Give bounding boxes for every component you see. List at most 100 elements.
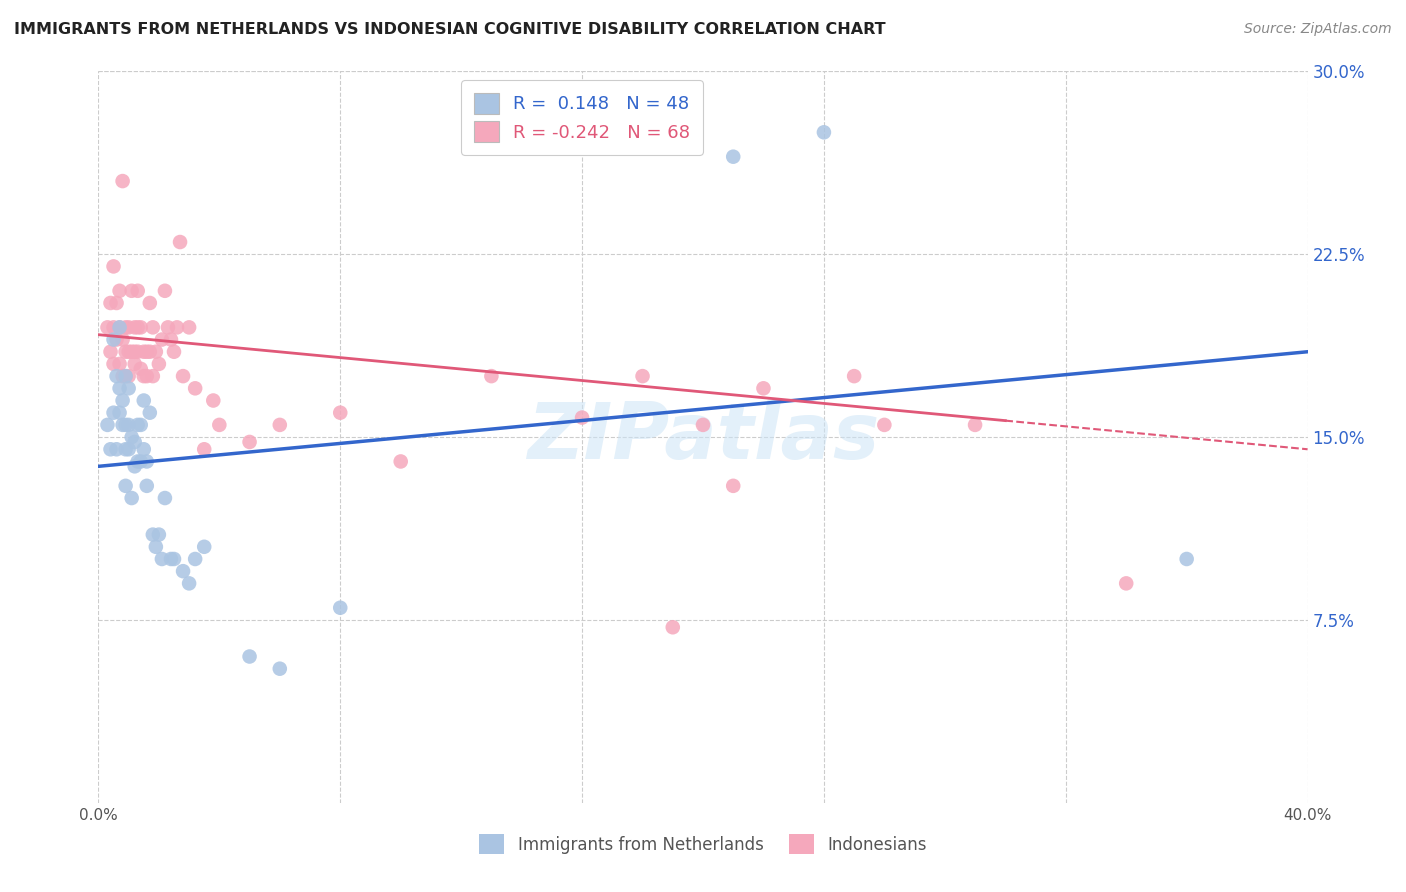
Point xyxy=(166,320,188,334)
Point xyxy=(118,344,141,359)
Point xyxy=(111,174,134,188)
Point xyxy=(142,527,165,541)
Point xyxy=(813,125,835,139)
Point xyxy=(631,369,654,384)
Point xyxy=(108,284,131,298)
Point xyxy=(100,442,122,457)
Point xyxy=(105,333,128,347)
Point xyxy=(103,320,125,334)
Point xyxy=(124,344,146,359)
Point xyxy=(160,333,183,347)
Text: ZIPatlas: ZIPatlas xyxy=(527,399,879,475)
Point xyxy=(118,369,141,384)
Point xyxy=(148,527,170,541)
Text: IMMIGRANTS FROM NETHERLANDS VS INDONESIAN COGNITIVE DISABILITY CORRELATION CHART: IMMIGRANTS FROM NETHERLANDS VS INDONESIA… xyxy=(14,22,886,37)
Point xyxy=(124,320,146,334)
Point xyxy=(100,344,122,359)
Point xyxy=(127,284,149,298)
Point xyxy=(965,417,987,432)
Point xyxy=(118,417,141,432)
Point xyxy=(193,442,215,457)
Point xyxy=(132,442,155,457)
Point xyxy=(118,320,141,334)
Point xyxy=(129,320,152,334)
Point xyxy=(135,369,157,384)
Point xyxy=(844,369,866,384)
Point xyxy=(121,430,143,444)
Point xyxy=(193,540,215,554)
Point xyxy=(103,260,125,274)
Point xyxy=(132,344,155,359)
Point xyxy=(121,491,143,505)
Point xyxy=(139,406,162,420)
Point xyxy=(114,320,136,334)
Point xyxy=(752,381,775,395)
Point xyxy=(723,479,745,493)
Point xyxy=(179,576,201,591)
Point xyxy=(121,284,143,298)
Point xyxy=(873,417,896,432)
Point xyxy=(139,296,162,310)
Point xyxy=(103,357,125,371)
Point xyxy=(108,406,131,420)
Point xyxy=(1175,552,1198,566)
Point xyxy=(129,417,152,432)
Point xyxy=(184,552,207,566)
Point xyxy=(111,369,134,384)
Point xyxy=(179,320,201,334)
Point xyxy=(105,296,128,310)
Point xyxy=(132,369,155,384)
Point xyxy=(239,434,262,449)
Point xyxy=(169,235,191,249)
Point xyxy=(269,662,291,676)
Point xyxy=(114,369,136,384)
Point xyxy=(129,454,152,468)
Point xyxy=(114,344,136,359)
Point xyxy=(145,540,167,554)
Point xyxy=(135,344,157,359)
Point xyxy=(150,333,173,347)
Point xyxy=(142,320,165,334)
Point xyxy=(103,333,125,347)
Point xyxy=(142,369,165,384)
Point xyxy=(103,406,125,420)
Point xyxy=(692,417,714,432)
Point xyxy=(135,479,157,493)
Point xyxy=(184,381,207,395)
Point xyxy=(96,417,118,432)
Point xyxy=(153,491,176,505)
Point xyxy=(571,410,593,425)
Point xyxy=(153,284,176,298)
Point xyxy=(114,417,136,432)
Point xyxy=(661,620,683,634)
Point xyxy=(329,406,352,420)
Point xyxy=(96,320,118,334)
Point xyxy=(160,552,183,566)
Point xyxy=(172,369,194,384)
Point xyxy=(114,369,136,384)
Point xyxy=(127,344,149,359)
Point xyxy=(121,344,143,359)
Point xyxy=(111,333,134,347)
Point xyxy=(118,381,141,395)
Point xyxy=(114,442,136,457)
Point xyxy=(100,296,122,310)
Point xyxy=(132,393,155,408)
Point xyxy=(139,344,162,359)
Point xyxy=(156,320,179,334)
Point xyxy=(105,369,128,384)
Point xyxy=(481,369,503,384)
Point xyxy=(129,361,152,376)
Point xyxy=(124,459,146,474)
Point xyxy=(148,357,170,371)
Point xyxy=(163,552,186,566)
Point xyxy=(118,442,141,457)
Point xyxy=(124,434,146,449)
Point xyxy=(329,600,352,615)
Point xyxy=(108,381,131,395)
Point xyxy=(114,479,136,493)
Legend: Immigrants from Netherlands, Indonesians: Immigrants from Netherlands, Indonesians xyxy=(472,828,934,860)
Point xyxy=(269,417,291,432)
Point xyxy=(172,564,194,578)
Point xyxy=(124,357,146,371)
